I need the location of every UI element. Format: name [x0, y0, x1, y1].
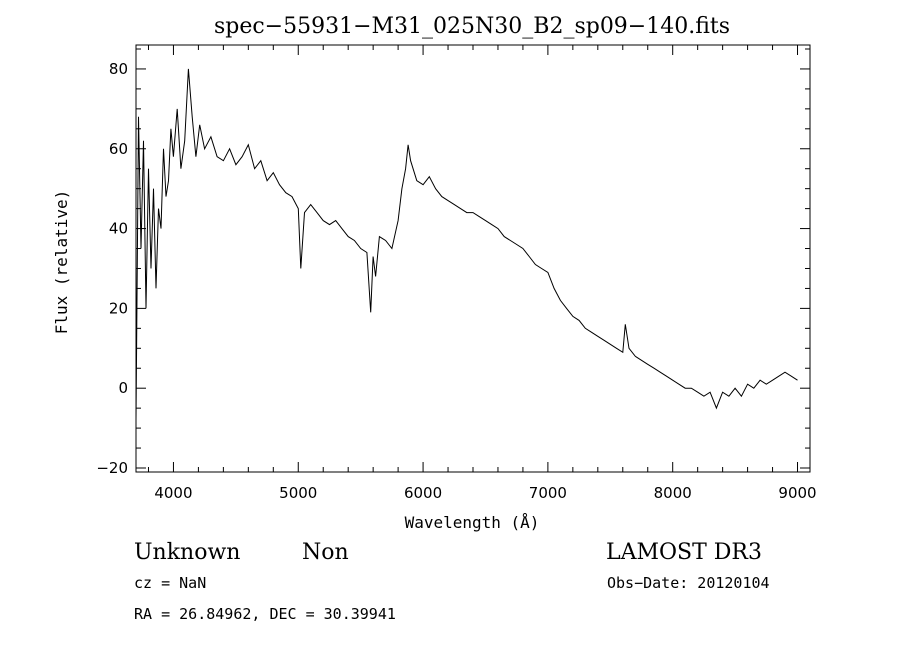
x-tick-label: 7000 [529, 484, 567, 502]
obs-date-text: Obs−Date: 20120104 [607, 574, 770, 592]
y-tick-label: 80 [109, 60, 128, 78]
x-tick-label: 9000 [778, 484, 816, 502]
spectrum-series-line [135, 68, 798, 421]
x-tick-label: 5000 [279, 484, 317, 502]
y-tick-label: 20 [109, 299, 128, 317]
y-tick-label: 40 [109, 220, 128, 238]
plot-frame [135, 44, 811, 473]
x-tick-label: 8000 [654, 484, 692, 502]
object-class-label: Unknown [134, 540, 240, 565]
x-tick-label: 4000 [154, 484, 192, 502]
axis-ticks [136, 45, 810, 472]
redshift-text: cz = NaN [134, 574, 206, 592]
y-tick-label: −20 [96, 459, 128, 477]
chart-title: spec−55931−M31_025N30_B2_sp09−140.fits [214, 14, 730, 39]
x-axis-label: Wavelength (Å) [405, 513, 540, 532]
y-tick-label: 60 [109, 140, 128, 158]
object-subclass-label: Non [302, 540, 349, 565]
y-axis-label: Flux (relative) [52, 190, 71, 335]
survey-label: LAMOST DR3 [606, 540, 762, 565]
y-tick-label: 0 [118, 379, 128, 397]
tick-labels: 4000 5000 6000 7000 8000 9000 −20 0 20 40 60 80 [96, 60, 816, 502]
coordinates-text: RA = 26.84962, DEC = 30.39941 [134, 605, 396, 623]
x-tick-label: 6000 [404, 484, 442, 502]
